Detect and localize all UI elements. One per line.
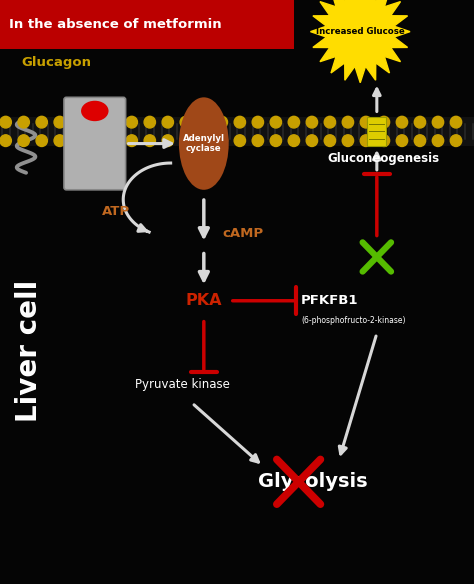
Circle shape bbox=[414, 116, 426, 128]
Circle shape bbox=[432, 116, 444, 128]
Circle shape bbox=[234, 135, 246, 147]
Circle shape bbox=[108, 116, 119, 128]
Circle shape bbox=[36, 116, 47, 128]
Text: Glycolysis: Glycolysis bbox=[258, 472, 368, 491]
Text: Pyruvate kinase: Pyruvate kinase bbox=[135, 378, 230, 391]
Circle shape bbox=[252, 116, 264, 128]
Circle shape bbox=[144, 135, 155, 147]
Text: (6-phosphofructo-2-kinase): (6-phosphofructo-2-kinase) bbox=[301, 316, 405, 325]
FancyBboxPatch shape bbox=[0, 0, 294, 48]
Circle shape bbox=[234, 116, 246, 128]
Circle shape bbox=[342, 116, 354, 128]
Circle shape bbox=[126, 135, 137, 147]
Circle shape bbox=[324, 135, 336, 147]
Circle shape bbox=[288, 135, 300, 147]
Circle shape bbox=[378, 135, 390, 147]
Circle shape bbox=[144, 116, 155, 128]
Circle shape bbox=[0, 135, 11, 147]
Circle shape bbox=[450, 135, 462, 147]
Circle shape bbox=[450, 116, 462, 128]
Text: Adenylyl
cyclase: Adenylyl cyclase bbox=[183, 134, 225, 153]
Circle shape bbox=[306, 135, 318, 147]
Ellipse shape bbox=[179, 98, 229, 190]
Text: Liver cell: Liver cell bbox=[15, 279, 44, 422]
Circle shape bbox=[54, 135, 65, 147]
Text: Gluconeogenesis: Gluconeogenesis bbox=[327, 152, 439, 165]
Circle shape bbox=[216, 116, 228, 128]
Circle shape bbox=[180, 135, 191, 147]
Text: Glucagon: Glucagon bbox=[21, 56, 91, 69]
Circle shape bbox=[36, 135, 47, 147]
Circle shape bbox=[90, 116, 101, 128]
Text: Increased Glucose: Increased Glucose bbox=[316, 27, 405, 36]
Circle shape bbox=[18, 135, 29, 147]
Circle shape bbox=[162, 135, 173, 147]
Circle shape bbox=[162, 116, 173, 128]
Bar bbox=[0, 117, 474, 146]
Circle shape bbox=[378, 116, 390, 128]
Polygon shape bbox=[310, 0, 410, 83]
Text: PFKFB1: PFKFB1 bbox=[301, 294, 358, 307]
Circle shape bbox=[198, 135, 210, 147]
Circle shape bbox=[108, 135, 119, 147]
Text: In the absence of metformin: In the absence of metformin bbox=[9, 18, 221, 31]
Circle shape bbox=[216, 135, 228, 147]
Text: PKA: PKA bbox=[185, 293, 222, 308]
Circle shape bbox=[360, 135, 372, 147]
Circle shape bbox=[0, 116, 11, 128]
Circle shape bbox=[396, 135, 408, 147]
Text: cAMP: cAMP bbox=[223, 227, 264, 240]
Circle shape bbox=[198, 116, 210, 128]
Circle shape bbox=[126, 116, 137, 128]
FancyBboxPatch shape bbox=[367, 117, 386, 146]
Circle shape bbox=[432, 135, 444, 147]
Circle shape bbox=[414, 135, 426, 147]
Circle shape bbox=[72, 135, 83, 147]
Circle shape bbox=[252, 135, 264, 147]
Circle shape bbox=[288, 116, 300, 128]
Circle shape bbox=[18, 116, 29, 128]
Circle shape bbox=[270, 135, 282, 147]
Circle shape bbox=[180, 116, 191, 128]
Circle shape bbox=[306, 116, 318, 128]
Circle shape bbox=[90, 135, 101, 147]
Text: ATP: ATP bbox=[102, 205, 130, 218]
Ellipse shape bbox=[81, 101, 109, 121]
Circle shape bbox=[324, 116, 336, 128]
Circle shape bbox=[72, 116, 83, 128]
Circle shape bbox=[270, 116, 282, 128]
Circle shape bbox=[54, 116, 65, 128]
FancyBboxPatch shape bbox=[64, 98, 126, 190]
Circle shape bbox=[360, 116, 372, 128]
Circle shape bbox=[342, 135, 354, 147]
Circle shape bbox=[396, 116, 408, 128]
